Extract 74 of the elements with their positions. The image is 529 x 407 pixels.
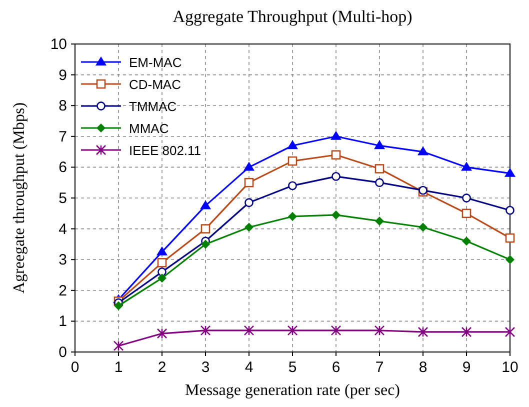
point bbox=[287, 325, 298, 336]
point bbox=[113, 340, 124, 351]
point bbox=[200, 200, 211, 210]
point bbox=[332, 210, 340, 220]
x-axis-title: Message generation rate (per sec) bbox=[185, 382, 400, 399]
point bbox=[244, 198, 254, 208]
point bbox=[504, 168, 516, 177]
point bbox=[244, 162, 254, 171]
y-tick-label: 0 bbox=[58, 344, 67, 361]
legend-label: IEEE 802.11 bbox=[129, 143, 202, 158]
legend-label: MMAC bbox=[129, 121, 169, 136]
point bbox=[506, 206, 514, 215]
x-tick-label: 3 bbox=[201, 359, 210, 376]
x-tick-label: 5 bbox=[288, 359, 297, 376]
x-tick-label: 1 bbox=[114, 359, 123, 376]
point bbox=[288, 212, 297, 221]
point bbox=[375, 178, 384, 188]
y-tick-label: 1 bbox=[58, 313, 67, 330]
x-tick-label: 7 bbox=[375, 359, 384, 376]
point bbox=[374, 164, 384, 174]
point bbox=[244, 222, 254, 232]
point bbox=[461, 326, 472, 338]
x-tick-label: 4 bbox=[244, 359, 254, 376]
point bbox=[287, 140, 298, 150]
x-tick-label: 2 bbox=[158, 359, 166, 376]
point bbox=[288, 156, 298, 166]
point bbox=[244, 178, 254, 188]
point bbox=[244, 325, 254, 336]
point bbox=[504, 326, 516, 338]
x-tick-label: 0 bbox=[70, 359, 80, 376]
y-tick-label: 5 bbox=[58, 190, 67, 207]
point bbox=[158, 274, 166, 283]
chart-title: Aggregate Throughput (Multi-hop) bbox=[172, 7, 412, 26]
y-tick-label: 8 bbox=[58, 98, 67, 115]
point bbox=[158, 267, 166, 276]
point bbox=[200, 224, 210, 234]
point bbox=[462, 208, 472, 218]
point bbox=[505, 233, 515, 243]
legend-label: TMMAC bbox=[129, 99, 177, 114]
point bbox=[374, 140, 385, 150]
x-tick-label: 9 bbox=[462, 359, 471, 376]
x-tick-label: 8 bbox=[418, 359, 428, 376]
point bbox=[506, 255, 514, 264]
y-tick-label: 2 bbox=[58, 282, 67, 300]
point bbox=[288, 181, 297, 190]
point bbox=[201, 240, 210, 249]
point bbox=[418, 146, 428, 156]
point bbox=[418, 222, 428, 232]
y-tick-label: 9 bbox=[58, 66, 67, 84]
point bbox=[374, 325, 385, 336]
y-axis-title: Agreegate throughput (Mbps) bbox=[11, 102, 28, 294]
legend-label: EM-MAC bbox=[129, 55, 182, 70]
y-tick-label: 7 bbox=[58, 128, 67, 146]
point bbox=[156, 246, 168, 256]
point bbox=[462, 236, 471, 246]
point bbox=[330, 130, 342, 140]
y-tick-label: 3 bbox=[58, 252, 67, 269]
point bbox=[331, 150, 341, 160]
legend-label: CD-MAC bbox=[129, 77, 181, 92]
point bbox=[375, 216, 384, 226]
point bbox=[418, 326, 428, 338]
y-tick-label: 4 bbox=[58, 220, 67, 238]
point bbox=[157, 258, 167, 268]
point bbox=[461, 162, 472, 171]
point bbox=[332, 172, 340, 181]
y-tick-label: 10 bbox=[50, 36, 67, 53]
point bbox=[462, 194, 471, 202]
point bbox=[330, 325, 342, 336]
x-tick-label: 6 bbox=[332, 359, 340, 376]
point bbox=[114, 301, 123, 310]
point bbox=[156, 328, 168, 339]
x-tick-label: 10 bbox=[502, 359, 518, 376]
point bbox=[200, 325, 211, 336]
y-tick-label: 6 bbox=[58, 159, 67, 176]
